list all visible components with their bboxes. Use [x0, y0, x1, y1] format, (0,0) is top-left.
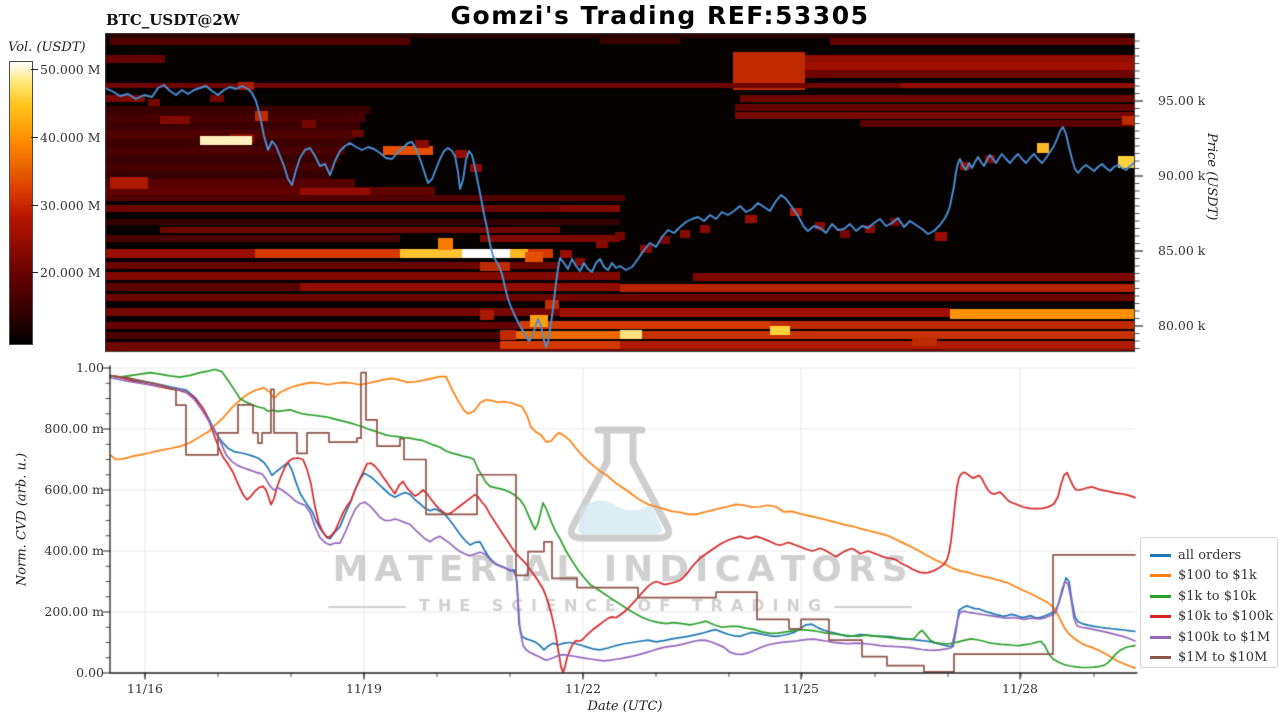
colorbar-gradient [9, 61, 33, 345]
cvd-tick-label: 1.00 [76, 360, 104, 375]
cvd-tick-label: 0.00 [76, 665, 104, 680]
date-tick-label: 11/22 [564, 681, 602, 696]
legend-line-swatch [1150, 656, 1171, 660]
legend-item: $100k to $1M [1150, 627, 1277, 648]
liquidity-heatmap-chart [105, 33, 1145, 353]
date-tick-label: 11/28 [1001, 681, 1039, 696]
colorbar-tick-label: 30.000 M [40, 198, 101, 213]
cvd-line-chart [98, 356, 1146, 688]
date-tick-label: 11/19 [345, 681, 383, 696]
legend-item: $10k to $100k [1150, 607, 1277, 628]
cvd-tick-label: 200.00 m [44, 604, 104, 619]
legend-label: all orders [1178, 547, 1242, 563]
colorbar-tick-label: 40.000 M [40, 130, 101, 145]
date-tick-label: 11/25 [782, 681, 820, 696]
cvd-tick-label: 400.00 m [44, 543, 104, 558]
legend-item: $100 to $1k [1150, 566, 1277, 587]
colorbar-tick [31, 137, 38, 138]
colorbar-tick [31, 69, 38, 70]
legend-item: all orders [1150, 545, 1277, 566]
symbol-label: BTC_USDT@2W [106, 11, 240, 29]
legend: all orders $100 to $1k $1k to $10k $10k … [1140, 537, 1278, 668]
price-tick-label: 95.00 k [1158, 93, 1206, 108]
cvd-axis-title: Norm. CVD (arb. u.) [14, 452, 30, 587]
cvd-tick-label: 800.00 m [44, 421, 104, 436]
colorbar-tick [31, 205, 38, 206]
legend-label: $1M to $10M [1178, 650, 1268, 666]
colorbar-tick-label: 50.000 M [40, 62, 101, 77]
legend-line-swatch [1150, 635, 1171, 639]
price-tick-label: 85.00 k [1158, 243, 1206, 258]
price-axis-title: Price (USDT) [1204, 133, 1219, 221]
price-tick-label: 90.00 k [1158, 168, 1206, 183]
legend-item: $1M to $10M [1150, 648, 1277, 669]
colorbar-title: Vol. (USDT) [8, 40, 86, 55]
date-axis-title: Date (UTC) [587, 699, 663, 714]
price-tick-label: 80.00 k [1158, 318, 1206, 333]
legend-label: $100k to $1M [1178, 629, 1271, 645]
legend-line-swatch [1150, 574, 1171, 578]
legend-line-swatch [1150, 553, 1171, 557]
legend-label: $100 to $1k [1178, 568, 1257, 584]
cvd-tick-label: 600.00 m [44, 482, 104, 497]
legend-line-swatch [1150, 594, 1171, 598]
colorbar-tick [31, 272, 38, 273]
legend-label: $1k to $10k [1178, 588, 1257, 604]
page-title: Gomzi's Trading REF:53305 [450, 1, 870, 30]
date-tick-label: 11/16 [126, 681, 164, 696]
legend-item: $1k to $10k [1150, 586, 1277, 607]
legend-label: $10k to $100k [1178, 609, 1273, 625]
legend-line-swatch [1150, 615, 1171, 619]
colorbar-tick-label: 20.000 M [40, 265, 101, 280]
